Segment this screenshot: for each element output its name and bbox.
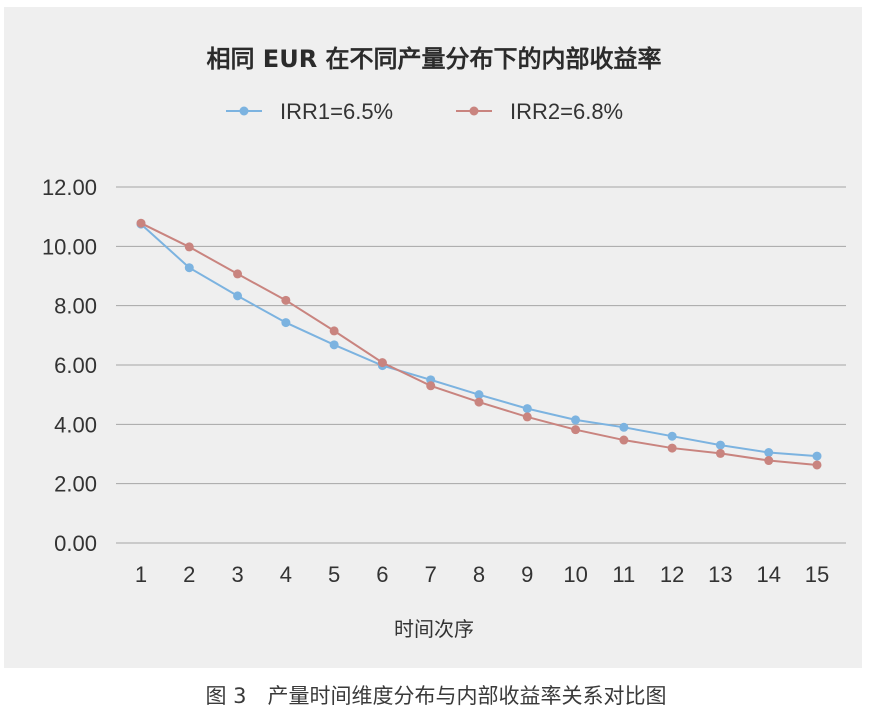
x-tick-label: 5 <box>328 562 340 587</box>
data-point <box>136 218 146 228</box>
series-line <box>140 222 818 466</box>
x-tick-label: 12 <box>660 562 684 587</box>
data-point <box>812 451 822 461</box>
x-tick-label: 11 <box>612 562 635 587</box>
gridlines <box>116 186 846 544</box>
data-point <box>184 242 194 252</box>
data-point <box>377 358 387 368</box>
data-point <box>233 291 243 301</box>
legend-item: IRR2=6.8% <box>456 99 623 124</box>
series-group <box>136 218 822 470</box>
data-point <box>619 435 629 445</box>
data-point <box>667 443 677 453</box>
y-tick-label: 2.00 <box>54 472 97 497</box>
x-tick-label: 7 <box>425 562 437 587</box>
figure-caption: 图 3 产量时间维度分布与内部收益率关系对比图 <box>205 684 667 708</box>
x-axis-label: 时间次序 <box>394 617 474 641</box>
y-tick-label: 6.00 <box>54 353 97 378</box>
data-point <box>184 263 194 273</box>
data-point <box>474 390 484 400</box>
y-tick-label: 12.00 <box>42 175 97 200</box>
line-chart: 相同 EUR 在不同产量分布下的内部收益率 IRR1=6.5% IRR2=6.8%… <box>42 45 846 641</box>
y-tick-label: 0.00 <box>54 531 97 556</box>
data-point <box>571 415 581 425</box>
series-line <box>140 223 818 458</box>
data-point <box>812 460 822 470</box>
data-point <box>329 340 339 350</box>
y-tick-label: 4.00 <box>54 412 97 437</box>
data-point <box>571 425 581 435</box>
x-tick-label: 3 <box>231 562 243 587</box>
x-tick-label: 15 <box>805 562 829 587</box>
y-axis-ticks: 0.00 2.00 4.00 6.00 8.00 10.00 12.00 <box>42 175 97 556</box>
legend-marker <box>469 106 479 116</box>
x-tick-label: 4 <box>280 562 292 587</box>
chart-title: 相同 EUR 在不同产量分布下的内部收益率 <box>206 45 661 73</box>
data-point <box>474 397 484 407</box>
data-point <box>764 448 774 458</box>
x-tick-label: 9 <box>521 562 533 587</box>
x-tick-label: 13 <box>708 562 732 587</box>
data-point <box>426 381 436 391</box>
x-axis-ticks: 1 2 3 4 5 6 7 8 9 10 11 12 13 14 15 <box>135 562 829 587</box>
y-tick-label: 10.00 <box>42 234 97 259</box>
legend-marker <box>239 106 249 116</box>
series-2 <box>136 218 822 470</box>
x-tick-label: 14 <box>756 562 780 587</box>
x-tick-label: 6 <box>376 562 388 587</box>
x-tick-label: 10 <box>563 562 587 587</box>
data-point <box>233 269 243 279</box>
data-point <box>715 440 725 450</box>
data-point <box>329 326 339 336</box>
y-tick-label: 8.00 <box>54 294 97 319</box>
data-point <box>764 456 774 466</box>
data-point <box>522 412 532 422</box>
data-point <box>281 295 291 305</box>
data-point <box>667 431 677 441</box>
data-point <box>715 448 725 458</box>
data-point <box>619 422 629 432</box>
legend: IRR1=6.5% IRR2=6.8% <box>226 99 623 124</box>
legend-label: IRR2=6.8% <box>510 99 623 124</box>
legend-item: IRR1=6.5% <box>226 99 393 124</box>
x-tick-label: 1 <box>135 562 147 587</box>
data-point <box>281 318 291 328</box>
x-tick-label: 8 <box>473 562 485 587</box>
legend-label: IRR1=6.5% <box>280 99 393 124</box>
chart-panel: 相同 EUR 在不同产量分布下的内部收益率 IRR1=6.5% IRR2=6.8%… <box>4 7 862 668</box>
x-tick-label: 2 <box>183 562 195 587</box>
data-point <box>522 404 532 414</box>
